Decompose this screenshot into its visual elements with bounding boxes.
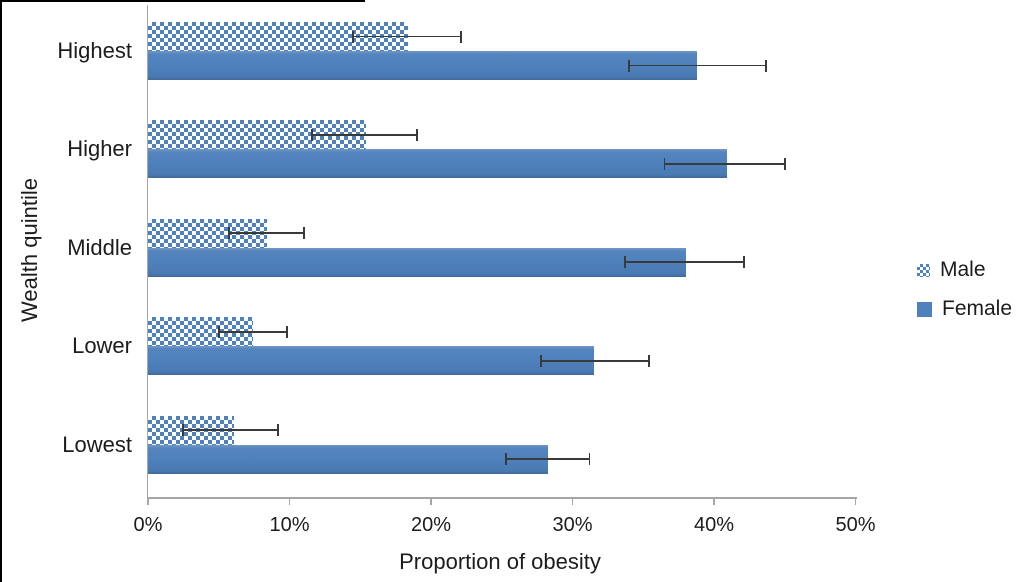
bar-female-lower [148, 346, 594, 376]
error-line-female-lowest [505, 458, 590, 460]
category-label-higher: Higher [67, 136, 132, 162]
error-line-female-highest [629, 64, 767, 67]
male-pattern-swatch-icon [917, 263, 930, 277]
error-line-male-lowest [183, 429, 279, 431]
error-cap-left-male-lowest [182, 424, 185, 437]
female-solid-swatch-icon [917, 301, 932, 317]
error-cap-left-female-lowest [505, 453, 507, 466]
x-tick-mark-20% [430, 497, 432, 505]
x-tick-label-30%: 30% [552, 514, 593, 536]
error-line-male-highest [353, 35, 461, 38]
error-cap-right-male-lowest [277, 424, 280, 437]
image-left-border [0, 0, 2, 582]
legend-item-male: Male [917, 258, 1012, 282]
error-cap-left-male-middle [227, 227, 230, 240]
x-tick-label-40%: 40% [693, 514, 735, 536]
x-tick-mark-30% [571, 497, 574, 505]
image-top-border [0, 0, 365, 2]
error-cap-right-male-lower [285, 325, 288, 338]
error-line-male-higher [312, 134, 417, 136]
legend-item-female: Female [917, 297, 1012, 321]
error-cap-right-female-highest [765, 59, 768, 72]
category-label-lowest: Lowest [62, 431, 132, 457]
x-tick-mark-10% [288, 497, 291, 505]
error-cap-right-male-highest [459, 30, 462, 43]
x-axis-title: Proportion of obesity [399, 549, 601, 574]
error-line-male-middle [228, 232, 304, 235]
bar-female-lowest [148, 444, 549, 474]
error-cap-right-female-middle [742, 256, 745, 269]
error-cap-right-female-lowest [588, 453, 591, 466]
category-label-highest: Highest [57, 38, 132, 63]
error-line-female-middle [624, 261, 744, 264]
error-cap-left-female-higher [663, 157, 666, 170]
bar-female-higher [148, 149, 727, 179]
y-axis-line [146, 5, 148, 497]
x-tick-label-50%: 50% [835, 514, 876, 536]
x-axis-line [146, 497, 857, 499]
x-tick-mark-40% [713, 497, 715, 505]
error-cap-right-female-higher [783, 157, 786, 170]
bar-female-middle [148, 247, 686, 277]
error-cap-left-male-higher [311, 128, 314, 141]
category-label-lower: Lower [72, 333, 132, 359]
legend-label-male: Male [940, 258, 986, 281]
x-tick-mark-50% [854, 497, 857, 505]
error-cap-left-female-lower [540, 354, 543, 367]
x-tick-label-0%: 0% [133, 514, 163, 536]
category-label-middle: Middle [67, 234, 132, 260]
error-cap-left-male-lower [217, 325, 220, 338]
error-cap-left-male-highest [352, 30, 355, 43]
error-line-female-higher [664, 163, 785, 165]
x-tick-label-10%: 10% [269, 514, 310, 536]
error-cap-left-female-highest [628, 59, 630, 72]
error-cap-right-male-higher [415, 128, 418, 141]
legend-label-female: Female [942, 297, 1013, 320]
error-cap-right-female-lower [648, 354, 650, 367]
error-cap-left-female-middle [623, 256, 626, 269]
error-line-female-lower [541, 359, 649, 362]
error-line-male-lower [218, 330, 287, 333]
bar-female-highest [148, 51, 698, 80]
error-cap-right-male-middle [302, 227, 305, 240]
x-tick-mark-0% [147, 497, 149, 505]
x-tick-label-20%: 20% [410, 514, 452, 536]
legend: Male Female [917, 258, 1012, 336]
